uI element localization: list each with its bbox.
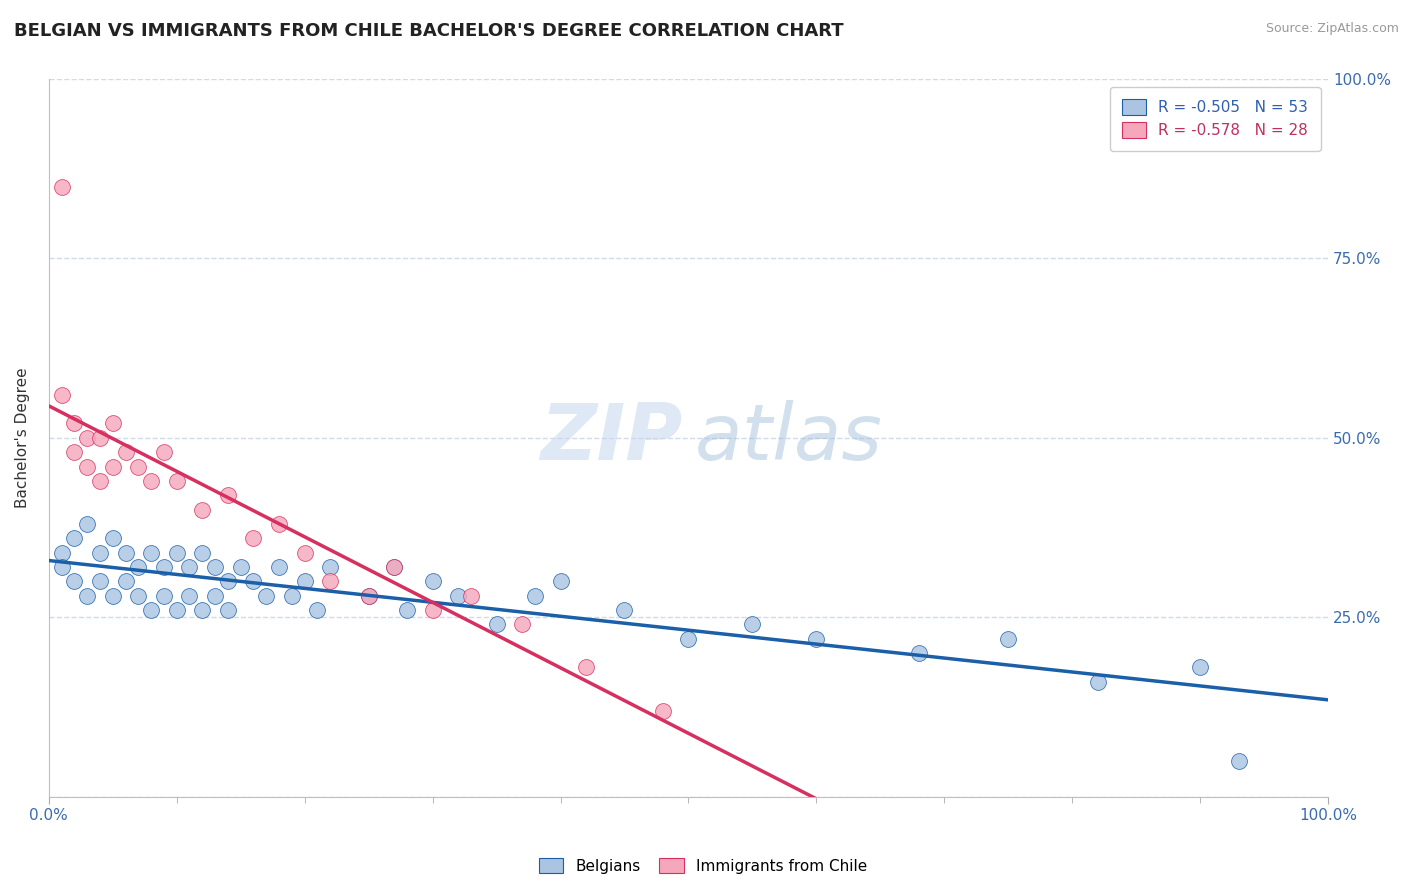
Point bbox=[997, 632, 1019, 646]
Point bbox=[510, 617, 533, 632]
Point bbox=[806, 632, 828, 646]
Point bbox=[191, 546, 214, 560]
Point bbox=[678, 632, 700, 646]
Text: Source: ZipAtlas.com: Source: ZipAtlas.com bbox=[1265, 22, 1399, 36]
Point bbox=[1227, 754, 1250, 768]
Point bbox=[294, 546, 316, 560]
Point bbox=[114, 546, 136, 560]
Point bbox=[51, 388, 73, 402]
Point bbox=[319, 560, 342, 574]
Point bbox=[89, 474, 111, 488]
Point bbox=[204, 560, 226, 574]
Point bbox=[89, 574, 111, 589]
Point bbox=[127, 589, 149, 603]
Point bbox=[179, 560, 201, 574]
Point bbox=[127, 560, 149, 574]
Point bbox=[575, 660, 598, 674]
Point bbox=[267, 516, 290, 531]
Point bbox=[51, 560, 73, 574]
Point bbox=[76, 459, 98, 474]
Point bbox=[166, 603, 188, 617]
Point bbox=[217, 603, 239, 617]
Point bbox=[139, 474, 162, 488]
Point bbox=[651, 704, 673, 718]
Point bbox=[523, 589, 546, 603]
Point bbox=[101, 459, 124, 474]
Text: ZIP: ZIP bbox=[540, 400, 682, 475]
Point bbox=[51, 179, 73, 194]
Point bbox=[229, 560, 252, 574]
Point bbox=[242, 574, 264, 589]
Point bbox=[741, 617, 763, 632]
Point bbox=[217, 574, 239, 589]
Point bbox=[382, 560, 405, 574]
Point bbox=[357, 589, 380, 603]
Point bbox=[89, 546, 111, 560]
Point bbox=[217, 488, 239, 502]
Point bbox=[153, 445, 176, 459]
Point bbox=[63, 531, 86, 545]
Point bbox=[1189, 660, 1212, 674]
Point bbox=[613, 603, 636, 617]
Point bbox=[191, 502, 214, 516]
Point bbox=[382, 560, 405, 574]
Legend: R = -0.505   N = 53, R = -0.578   N = 28: R = -0.505 N = 53, R = -0.578 N = 28 bbox=[1109, 87, 1320, 151]
Point bbox=[422, 603, 444, 617]
Point bbox=[1087, 674, 1109, 689]
Point bbox=[204, 589, 226, 603]
Point bbox=[447, 589, 470, 603]
Point bbox=[281, 589, 304, 603]
Point bbox=[63, 574, 86, 589]
Point bbox=[76, 431, 98, 445]
Point bbox=[63, 417, 86, 431]
Point bbox=[357, 589, 380, 603]
Y-axis label: Bachelor's Degree: Bachelor's Degree bbox=[15, 368, 30, 508]
Text: BELGIAN VS IMMIGRANTS FROM CHILE BACHELOR'S DEGREE CORRELATION CHART: BELGIAN VS IMMIGRANTS FROM CHILE BACHELO… bbox=[14, 22, 844, 40]
Point bbox=[166, 474, 188, 488]
Point bbox=[485, 617, 508, 632]
Point bbox=[191, 603, 214, 617]
Point bbox=[89, 431, 111, 445]
Point bbox=[179, 589, 201, 603]
Point bbox=[101, 417, 124, 431]
Point bbox=[395, 603, 418, 617]
Point bbox=[294, 574, 316, 589]
Point bbox=[319, 574, 342, 589]
Point bbox=[114, 574, 136, 589]
Point bbox=[63, 445, 86, 459]
Point bbox=[114, 445, 136, 459]
Legend: Belgians, Immigrants from Chile: Belgians, Immigrants from Chile bbox=[533, 852, 873, 880]
Point bbox=[460, 589, 482, 603]
Point bbox=[254, 589, 277, 603]
Point bbox=[51, 546, 73, 560]
Point bbox=[550, 574, 572, 589]
Point bbox=[127, 459, 149, 474]
Point bbox=[267, 560, 290, 574]
Point bbox=[76, 589, 98, 603]
Point bbox=[139, 546, 162, 560]
Point bbox=[76, 516, 98, 531]
Point bbox=[907, 646, 929, 660]
Point bbox=[166, 546, 188, 560]
Point bbox=[139, 603, 162, 617]
Point bbox=[101, 589, 124, 603]
Point bbox=[307, 603, 329, 617]
Point bbox=[101, 531, 124, 545]
Point bbox=[242, 531, 264, 545]
Point bbox=[153, 589, 176, 603]
Point bbox=[422, 574, 444, 589]
Text: atlas: atlas bbox=[695, 400, 883, 475]
Point bbox=[153, 560, 176, 574]
